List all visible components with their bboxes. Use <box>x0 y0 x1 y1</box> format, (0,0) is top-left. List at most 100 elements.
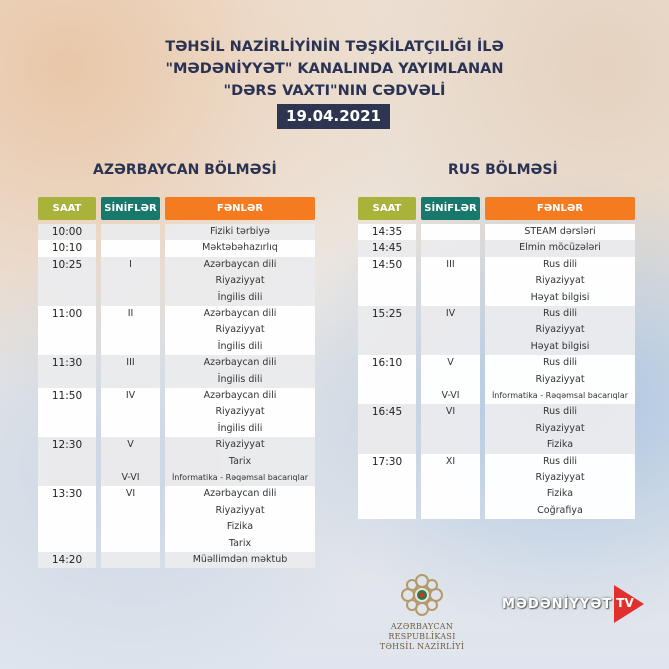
subject-cell: Riyaziyyat <box>215 406 265 418</box>
time-cell: 14:50 <box>371 258 403 271</box>
subject-cell: İngilis dili <box>217 291 263 303</box>
grade-cell <box>101 552 160 568</box>
subject-cell: İngilis dili <box>217 422 263 434</box>
header-sinifler: SİNİFLƏR <box>101 197 160 220</box>
grade-cell <box>101 404 160 420</box>
ministry-logo: AZƏRBAYCAN RESPUBLİKASI TƏHSİL NAZİRLİYİ <box>372 572 472 652</box>
subject-cell: Riyaziyyat <box>535 422 585 434</box>
time-cell: 11:00 <box>51 307 83 320</box>
table-body: 14:35 STEAM dərsləri 14:45 Elmin möcüzələri… <box>358 224 635 520</box>
grade-cell <box>101 322 160 338</box>
grade-cell <box>101 372 160 388</box>
grade-cell <box>421 339 480 355</box>
time-cell: 16:10 <box>371 357 403 370</box>
subject-cell: Azərbaycan dili <box>203 488 277 500</box>
table-row: 14:45 Elmin möcüzələri <box>358 240 635 257</box>
subject-cell: Azərbaycan dili <box>203 307 277 319</box>
medeniyyet-tv-logo: MƏDƏNİYYƏT TV <box>502 585 645 623</box>
table-row: 11:50 IV Azərbaycan dili Riyaziyyat İngilis … <box>38 387 315 438</box>
subject-cell: Riyaziyyat <box>535 471 585 483</box>
date-badge: 19.04.2021 <box>277 104 390 129</box>
subject-cell: Azərbaycan dili <box>203 258 277 270</box>
table-row: 10:00 Fiziki tərbiyə <box>38 224 315 241</box>
grade-cell <box>101 224 160 240</box>
table-row: 10:25 I Azərbaycan dili Riyaziyyat İngilis d… <box>38 256 315 306</box>
time-cell: 11:30 <box>51 357 83 370</box>
tv-play-icon: TV <box>614 585 645 623</box>
table-row: 14:20 Müəllimdən məktub <box>38 551 315 569</box>
grade-cell <box>421 503 480 519</box>
grade-cell <box>101 503 160 519</box>
table-row: 12:30 V V-VI Riyaziyyat Tarix İnformatika - R… <box>38 437 315 487</box>
ministry-name-1: AZƏRBAYCAN RESPUBLİKASI <box>388 622 456 641</box>
grade-cell: V-VI <box>121 471 140 483</box>
ministry-emblem-icon <box>401 574 443 616</box>
table-row: 14:50 III Rus dili Riyaziyyat Həyat bilgisi <box>358 256 635 306</box>
header-saat: SAAT <box>358 197 416 220</box>
grade-cell <box>421 372 480 388</box>
grade-cell <box>101 273 160 289</box>
subject-cell: Rus dili <box>542 307 578 319</box>
table-row: 15:25 IV Rus dili Riyaziyyat Həyat bilgisi <box>358 305 635 356</box>
grade-cell: VI <box>445 406 456 418</box>
subject-cell: Rus dili <box>542 258 578 270</box>
subject-cell: Riyaziyyat <box>535 373 585 385</box>
subject-cell: Rus dili <box>542 455 578 467</box>
grade-cell <box>421 273 480 289</box>
tv-logo-badge: TV <box>616 596 634 610</box>
subject-cell: Azərbaycan dili <box>203 357 277 369</box>
subject-cell: İngilis dili <box>217 373 263 385</box>
table-row: 11:00 II Azərbaycan dili Riyaziyyat İngilis … <box>38 305 315 356</box>
subject-cell: Fizika <box>546 439 574 451</box>
header-fenler: FƏNLƏR <box>165 197 315 220</box>
subject-cell: Fizika <box>226 521 254 533</box>
time-cell: 17:30 <box>371 455 403 468</box>
subject-cell: Tarix <box>228 455 252 467</box>
subject-cell: İnformatika - Rəqəmsal bacarıqlar <box>171 472 309 482</box>
grade-cell: V <box>447 357 454 369</box>
grade-cell <box>421 290 480 306</box>
title-line-3: "DƏRS VAXTI"NIN CƏDVƏLİ <box>223 83 446 99</box>
grade-cell: IV <box>445 307 456 319</box>
title-line-1: TƏHSİL NAZİRLİYİNİN TƏŞKİLATÇILIĞI İLƏ <box>165 39 504 55</box>
subject-cell: Həyat bilgisi <box>530 340 590 352</box>
grade-cell <box>101 421 160 437</box>
subject-cell: Riyaziyyat <box>215 439 265 451</box>
subject-cell: Riyaziyyat <box>535 324 585 336</box>
subject-cell: Rus dili <box>542 406 578 418</box>
subject-cell: STEAM dərsləri <box>524 226 596 237</box>
grade-cell <box>421 421 480 437</box>
grade-cell: V <box>127 439 134 451</box>
section-title-ru: RUS BÖLMƏSİ <box>448 162 558 178</box>
grade-cell <box>101 519 160 535</box>
grade-cell <box>101 536 160 552</box>
grade-cell: V-VI <box>441 389 460 401</box>
grade-cell: II <box>127 307 134 319</box>
grade-cell <box>101 339 160 355</box>
table-row: 13:30 VI Azərbaycan dili Riyaziyyat Fizika Ta… <box>38 486 315 552</box>
header-saat: SAAT <box>38 197 96 220</box>
table-row: 14:35 STEAM dərsləri <box>358 224 635 241</box>
subject-cell: Coğrafiya <box>537 504 583 516</box>
table-body: 10:00 Fiziki tərbiyə 10:10 Məktəbəhazırlıq 1… <box>38 224 315 569</box>
subject-cell: Elmin möcüzələri <box>519 242 601 254</box>
subject-cell: Müəllimdən məktub <box>192 553 288 565</box>
subject-cell: Fizika <box>546 488 574 500</box>
time-cell: 13:30 <box>51 488 83 501</box>
subject-cell: İngilis dili <box>217 340 263 352</box>
table-row: 16:45 VI Rus dili Riyaziyyat Fizika <box>358 404 635 454</box>
grade-cell: III <box>126 357 135 369</box>
grade-cell <box>101 240 160 256</box>
subject-cell: Azərbaycan dili <box>203 389 277 401</box>
time-cell: 12:30 <box>51 439 83 452</box>
subject-cell: Tarix <box>228 537 252 549</box>
grade-cell <box>421 322 480 338</box>
grade-cell <box>101 454 160 470</box>
time-cell: 15:25 <box>371 307 403 320</box>
time-cell: 11:50 <box>51 389 83 402</box>
section-title-az: AZƏRBAYCAN BÖLMƏSİ <box>93 162 277 178</box>
time-cell: 10:10 <box>51 242 83 255</box>
time-cell: 16:45 <box>371 406 403 419</box>
subject-cell: İnformatika - Rəqəmsal bacarıqlar <box>491 390 629 400</box>
header-fenler: FƏNLƏR <box>485 197 635 220</box>
